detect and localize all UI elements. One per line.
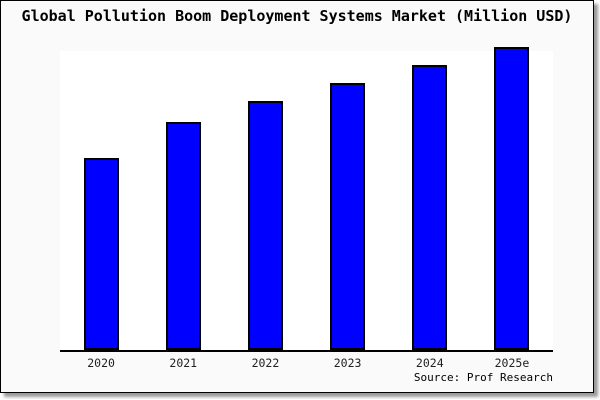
bars [60, 47, 553, 350]
source-credit: Source: Prof Research [413, 371, 553, 384]
bar-2020 [83, 157, 119, 350]
bar-2022 [247, 100, 283, 350]
chart-card: Global Pollution Boom Deployment Systems… [0, 0, 594, 393]
x-tick-label-2021: 2021 [169, 356, 198, 370]
bar-slot [60, 51, 142, 350]
bar-slot [471, 47, 553, 350]
bar-slot [307, 51, 389, 350]
x-tick-labels: 2020 2021 2022 2023 2024 2025e [60, 356, 553, 370]
x-tick-label-2023: 2023 [333, 356, 362, 370]
plot-area [60, 47, 553, 352]
bar-2025e [494, 47, 530, 350]
bar-slot [142, 51, 224, 350]
bar-slot [224, 51, 306, 350]
bar-2023 [330, 82, 366, 350]
bar-2024 [412, 64, 448, 350]
bar-2021 [165, 121, 201, 350]
x-tick-label-2025e: 2025e [494, 356, 530, 370]
chart-title: Global Pollution Boom Deployment Systems… [21, 7, 573, 25]
bar-slot [389, 51, 471, 350]
x-tick-label-2022: 2022 [251, 356, 280, 370]
x-tick-label-2020: 2020 [87, 356, 115, 370]
x-tick-label-2024: 2024 [415, 356, 444, 370]
